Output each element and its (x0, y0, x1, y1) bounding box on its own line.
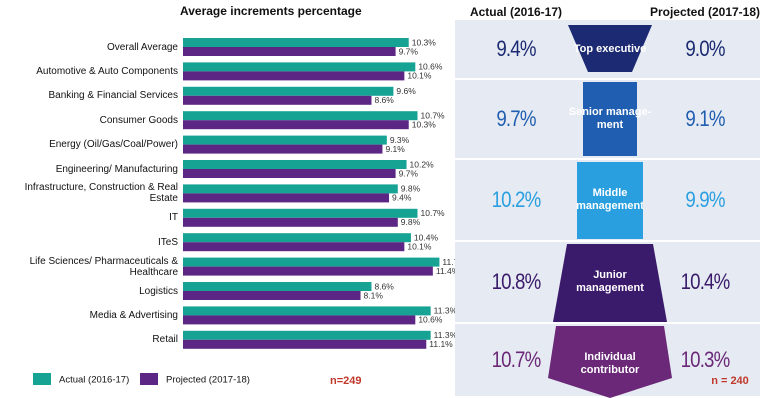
value-label: 10.7% (421, 110, 446, 120)
bar (183, 71, 405, 81)
bar (183, 160, 407, 169)
tie-segment (553, 244, 667, 322)
level-value: 9.0% (685, 36, 725, 61)
category-label: Life Sciences/ Pharmaceuticals & Healthc… (29, 255, 178, 278)
value-label: 10.6% (418, 315, 443, 325)
level-value: 9.9% (685, 187, 725, 212)
value-label: 9.6% (396, 86, 416, 96)
value-label: 9.7% (399, 46, 419, 56)
legend-swatch (140, 373, 158, 385)
bar (183, 135, 387, 145)
bar (183, 111, 418, 121)
value-label: 9.1% (385, 144, 405, 154)
level-label: Middle management (576, 187, 644, 212)
bar (183, 330, 431, 340)
chart-title: Average increments percentage (180, 4, 362, 18)
value-label: 10.3% (412, 37, 437, 47)
sample-size: n = 240 (711, 375, 749, 387)
level-value: 10.3% (680, 347, 731, 372)
category-label: Media & Advertising (89, 309, 178, 321)
bar (183, 282, 372, 291)
value-label: 10.6% (418, 62, 443, 72)
bar (183, 266, 433, 276)
category-label: IT (169, 212, 178, 224)
column-header: Actual (2016-17) (470, 5, 562, 19)
bar (183, 208, 418, 218)
value-label: 8.6% (374, 95, 394, 105)
level-value: 10.4% (680, 269, 731, 294)
level-value: 10.7% (491, 347, 542, 372)
bar (183, 242, 405, 252)
value-label: 9.8% (401, 217, 421, 227)
level-value: 9.7% (496, 106, 536, 131)
tie-segment (548, 326, 672, 398)
value-label: 9.4% (392, 193, 412, 203)
category-label: Engineering/ Manufacturing (55, 163, 178, 175)
value-label: 11.3% (434, 306, 458, 316)
category-label: Logistics (139, 285, 178, 297)
category-label: Overall Average (107, 41, 178, 53)
sample-size: n=249 (330, 375, 362, 387)
category-label: Retail (152, 334, 178, 346)
level-label: Individual contributor (580, 351, 640, 376)
tie-segment (583, 82, 637, 156)
level-value: 9.4% (496, 36, 536, 61)
legend-swatch (33, 373, 51, 385)
tie-segment (577, 162, 643, 239)
bar (183, 95, 372, 105)
category-label: Automotive & Auto Components (36, 65, 178, 77)
legend-label: Projected (2017-18) (166, 375, 250, 386)
value-label: 9.3% (390, 135, 410, 145)
bar (183, 257, 440, 267)
bar (183, 169, 396, 178)
category-label: Consumer Goods (99, 114, 178, 126)
bar (183, 38, 409, 47)
value-label: 11.1% (429, 339, 453, 349)
bar (183, 339, 427, 349)
level-value: 10.2% (491, 187, 542, 212)
legend-label: Actual (2016-17) (59, 375, 129, 386)
value-label: 10.2% (410, 159, 435, 169)
bar (183, 62, 416, 72)
value-label: 8.1% (364, 290, 384, 300)
value-label: 9.8% (401, 184, 421, 194)
bar (183, 47, 396, 56)
bar (183, 144, 383, 154)
value-label: 10.1% (407, 71, 432, 81)
category-label: Infrastructure, Construction & Real Esta… (24, 182, 178, 205)
bar (183, 193, 390, 203)
level-value: 10.8% (491, 269, 542, 294)
bar (183, 120, 409, 130)
value-label: 10.1% (407, 241, 432, 251)
value-label: 10.3% (412, 119, 437, 129)
value-label: 11.7% (442, 257, 466, 267)
value-label: 11.4% (436, 266, 460, 276)
category-label: Banking & Financial Services (48, 90, 178, 102)
value-label: 10.4% (414, 232, 439, 242)
column-header: Projected (2017-18) (650, 5, 760, 19)
category-label: ITeS (157, 236, 178, 248)
bar (183, 86, 394, 96)
value-label: 8.6% (374, 281, 394, 291)
level-label: Top executive (573, 42, 647, 55)
bar (183, 233, 411, 243)
bar (183, 217, 398, 227)
value-label: 10.7% (421, 208, 446, 218)
bar (183, 306, 431, 316)
bar (183, 315, 416, 325)
category-label: Energy (Oil/Gas/Coal/Power) (49, 139, 178, 151)
value-label: 11.3% (434, 330, 458, 340)
tie-segment (568, 25, 652, 72)
bar (183, 184, 398, 194)
level-value: 9.1% (685, 106, 725, 131)
level-label: Senior manage- ment (568, 106, 652, 131)
level-label: Junior management (576, 269, 644, 294)
bar (183, 291, 361, 300)
value-label: 9.7% (399, 168, 419, 178)
